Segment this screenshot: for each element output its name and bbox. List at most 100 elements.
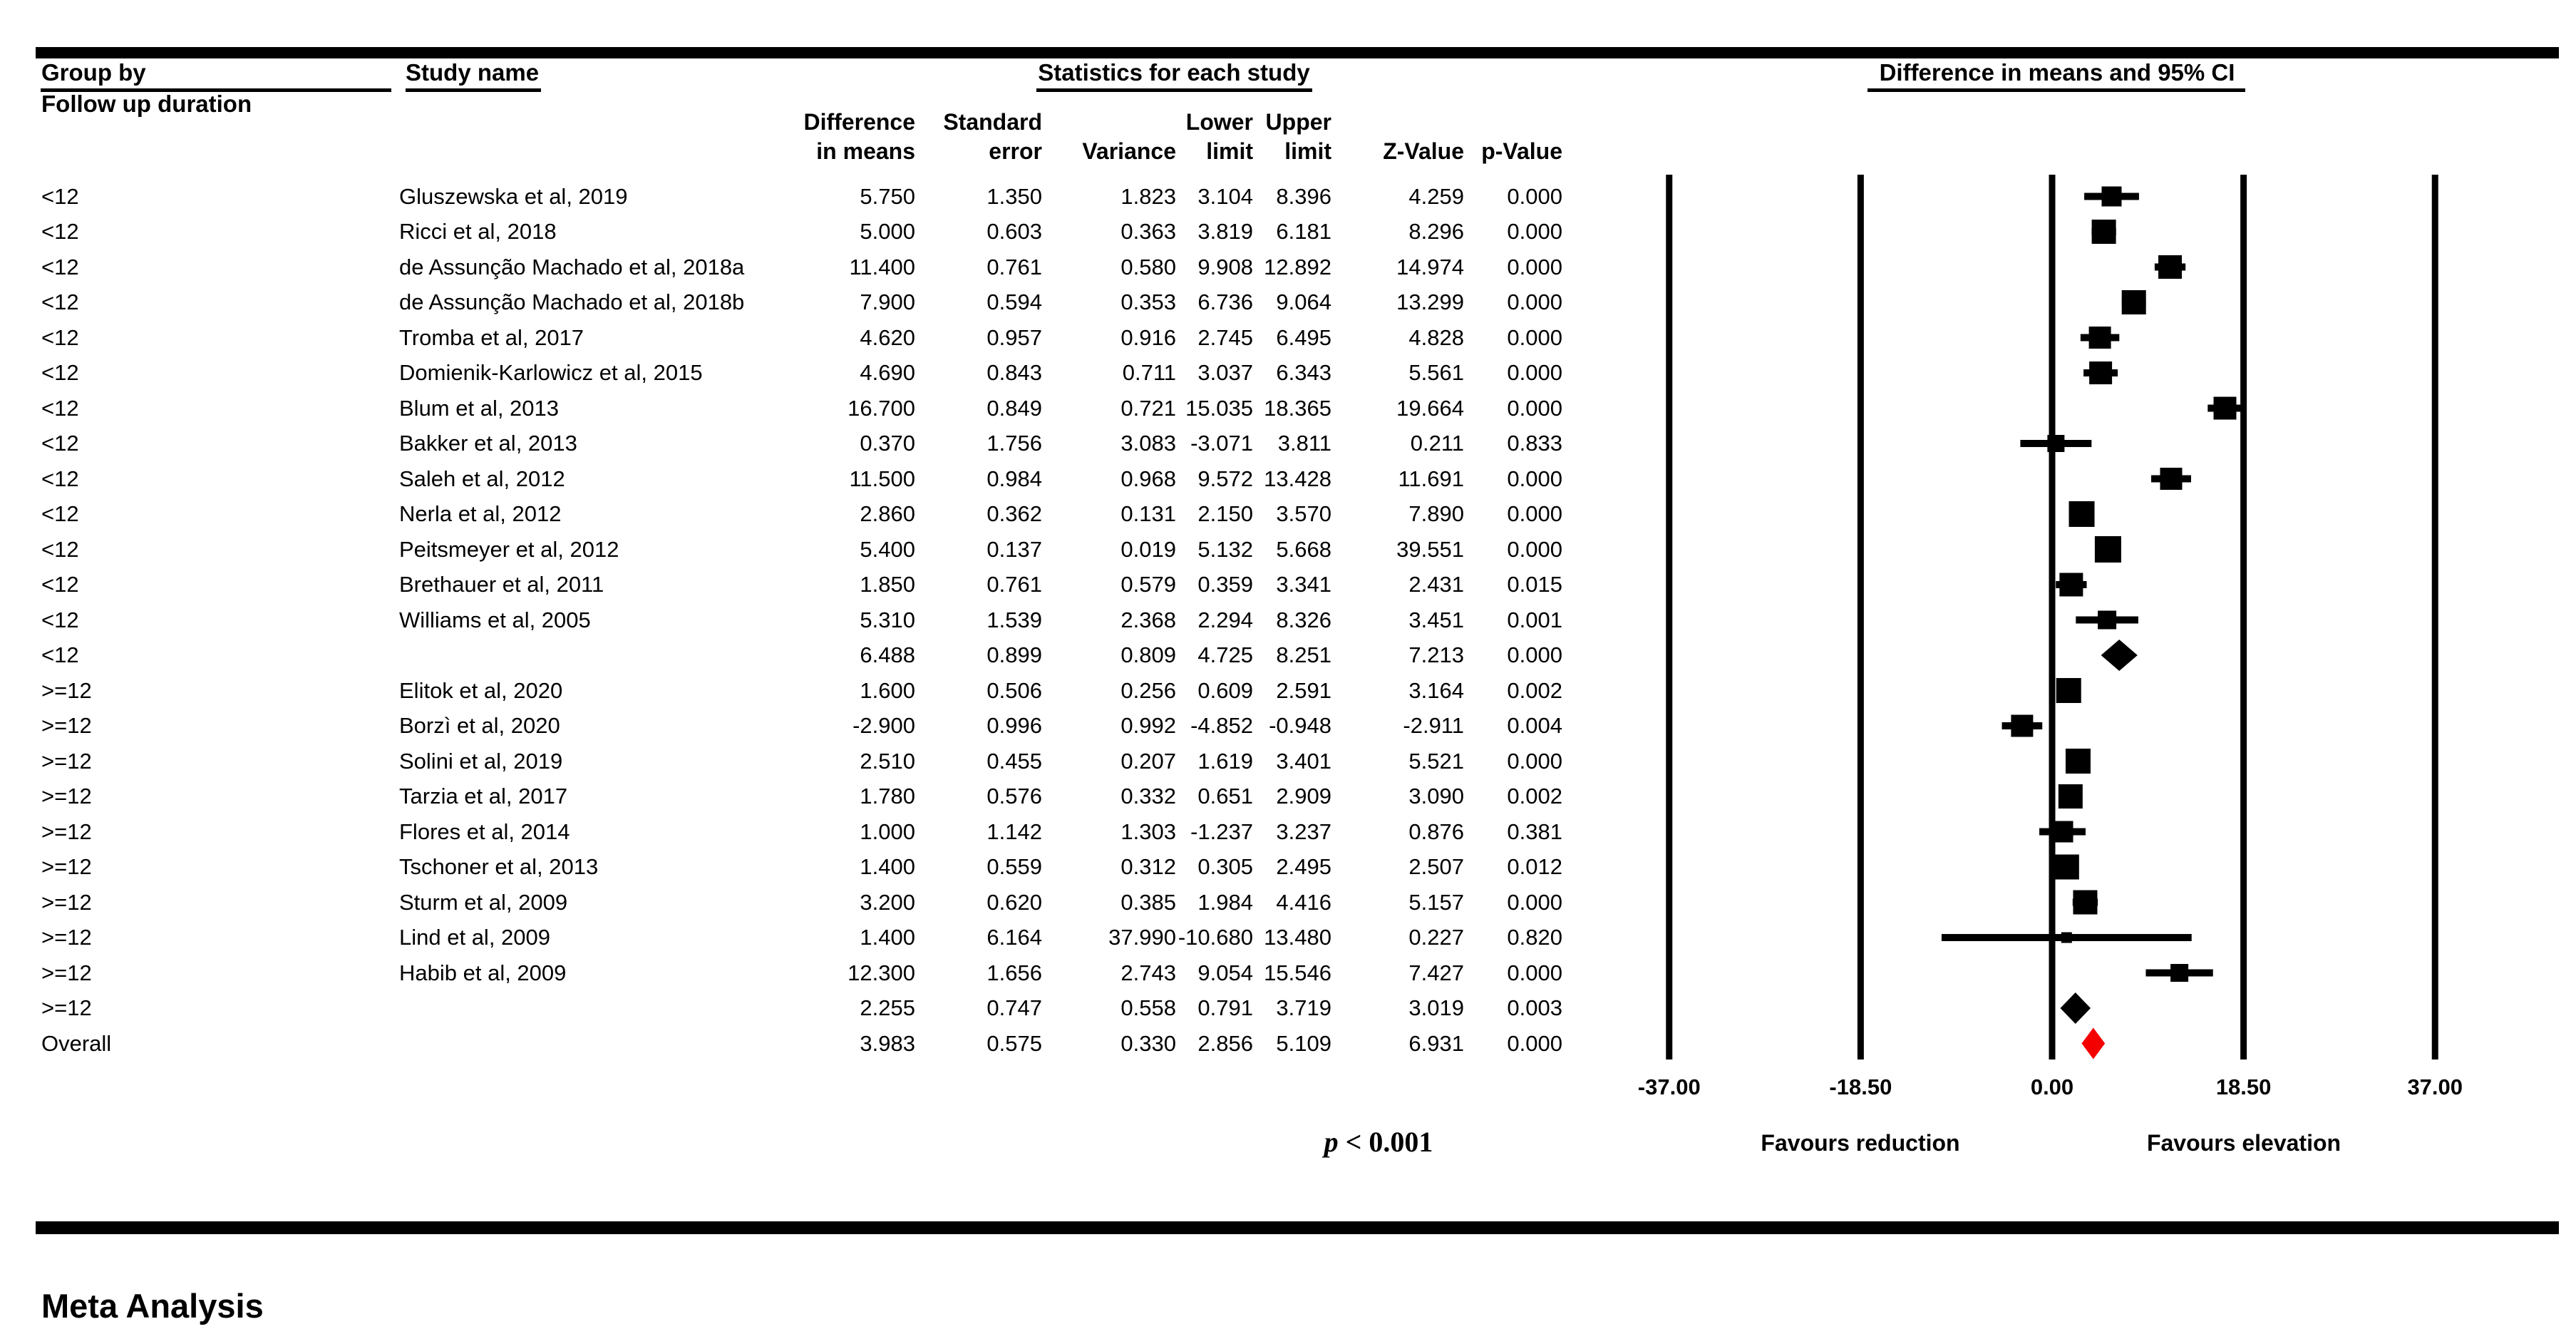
col-header-lower-2: limit: [1206, 138, 1253, 164]
stat-cell-3: 0.791: [1197, 995, 1253, 1020]
stat-cell-3: -1.237: [1190, 819, 1253, 844]
stat-cell-0: 2.255: [860, 995, 915, 1020]
stat-cell-2: 0.579: [1120, 572, 1176, 597]
stat-cell-5: 19.664: [1396, 395, 1464, 421]
stat-cell-1: 0.362: [986, 501, 1042, 526]
stat-cell-2: 0.312: [1120, 854, 1176, 879]
stat-cell-6: 0.000: [1507, 466, 1562, 491]
stat-cell-4: 5.109: [1276, 1030, 1331, 1056]
stats-section-title: Statistics for each study: [1038, 59, 1310, 86]
stat-cell-6: 0.000: [1507, 254, 1562, 279]
stat-cell-0: 1.400: [860, 925, 915, 950]
effect-square: [2213, 396, 2237, 420]
col-header-lower-1: Lower: [1185, 109, 1253, 135]
stat-cell-3: 0.651: [1197, 784, 1253, 809]
group-cell: >=12: [41, 748, 92, 774]
stat-cell-6: 0.000: [1507, 183, 1562, 209]
stat-cell-5: 39.551: [1396, 536, 1464, 562]
stat-cell-5: 13.299: [1396, 289, 1464, 314]
stat-cell-1: 0.620: [986, 889, 1042, 915]
stat-cell-6: 0.833: [1507, 431, 1562, 456]
group-cell: >=12: [41, 925, 92, 950]
stat-cell-5: 7.427: [1408, 960, 1464, 985]
stat-cell-4: 8.251: [1276, 642, 1331, 667]
stat-cell-0: 3.983: [860, 1030, 915, 1056]
stat-cell-2: 0.385: [1120, 889, 1176, 915]
stat-cell-4: 8.396: [1276, 183, 1331, 209]
study-name-underline: [406, 88, 541, 92]
col-header-upper-1: Upper: [1265, 109, 1331, 135]
group-cell: >=12: [41, 819, 92, 844]
stat-cell-5: 5.521: [1408, 748, 1464, 774]
stat-cell-1: 0.747: [986, 995, 1042, 1020]
stat-cell-3: 1.984: [1197, 889, 1253, 915]
table-row: >=12 Lind et al, 2009 1.400 6.164 37.990 -10.…: [0, 920, 1639, 955]
stat-cell-6: 0.002: [1507, 677, 1562, 703]
stat-cell-3: 5.132: [1197, 536, 1253, 562]
group-cell: <12: [41, 536, 79, 562]
stat-cell-0: 12.300: [847, 960, 915, 985]
stat-cell-3: 0.609: [1197, 677, 1253, 703]
stat-cell-2: 0.019: [1120, 536, 1176, 562]
x-tick-label: 0.00: [2030, 1074, 2074, 1099]
stat-cell-4: 3.237: [1276, 819, 1331, 844]
group-cell: <12: [41, 466, 79, 491]
table-row: >=12 Sturm et al, 2009 3.200 0.620 0.385 1.98…: [0, 886, 1639, 920]
stat-cell-4: 2.591: [1276, 677, 1331, 703]
stat-cell-1: 0.843: [986, 360, 1042, 385]
stat-cell-1: 0.506: [986, 677, 1042, 703]
stat-cell-1: 0.849: [986, 395, 1042, 421]
stat-cell-2: 0.332: [1120, 784, 1176, 809]
group-cell: >=12: [41, 889, 92, 915]
overall-diamond: [2081, 1027, 2106, 1059]
group-cell: Overall: [41, 1030, 112, 1056]
effect-square: [2094, 536, 2121, 563]
stat-cell-2: 0.353: [1120, 289, 1176, 314]
group-by-title: Group by: [41, 59, 146, 86]
stat-cell-6: 0.003: [1507, 995, 1562, 1020]
stat-cell-6: 0.000: [1507, 324, 1562, 350]
stat-cell-6: 0.000: [1507, 219, 1562, 244]
effect-square: [2098, 610, 2117, 630]
table-row: <12 de Assunção Machado et al, 2018b 7.900…: [0, 285, 1639, 319]
top-rule: [36, 47, 2559, 58]
stat-cell-3: 9.572: [1197, 466, 1253, 491]
stat-cell-1: 1.756: [986, 431, 1042, 456]
stat-cell-1: 0.603: [986, 219, 1042, 244]
stat-cell-2: 0.207: [1120, 748, 1176, 774]
col-header-difference-2: in means: [816, 138, 915, 164]
stat-cell-3: -4.852: [1190, 713, 1253, 738]
stat-cell-4: 3.341: [1276, 572, 1331, 597]
subtotal-diamond: [2060, 992, 2091, 1024]
group-cell: <12: [41, 324, 79, 350]
table-row: <12 Peitsmeyer et al, 2012 5.400 0.137 0.019…: [0, 533, 1639, 567]
stat-cell-3: 1.619: [1197, 748, 1253, 774]
table-row: <12 6.488 0.899 0.809 4.725 8.251 7.213 0.000: [0, 638, 1639, 672]
group-cell: <12: [41, 360, 79, 385]
table-row: >=12 Solini et al, 2019 2.510 0.455 0.207 1.6…: [0, 744, 1639, 779]
table-row: <12 Nerla et al, 2012 2.860 0.362 0.131 2.150…: [0, 497, 1639, 531]
table-row: >=12 Habib et al, 2009 12.300 1.656 2.743 9.0…: [0, 956, 1639, 990]
stat-cell-5: 2.431: [1408, 572, 1464, 597]
stat-cell-1: 0.137: [986, 536, 1042, 562]
stat-cell-1: 0.957: [986, 324, 1042, 350]
study-name-cell: Tromba et al, 2017: [399, 324, 584, 350]
stat-cell-2: 2.743: [1120, 960, 1176, 985]
group-cell: <12: [41, 289, 79, 314]
stat-cell-6: 0.000: [1507, 1030, 1562, 1056]
stat-cell-6: 0.000: [1507, 501, 1562, 526]
study-name-cell: Saleh et al, 2012: [399, 466, 565, 491]
stat-cell-4: 2.495: [1276, 854, 1331, 879]
x-tick-label: 18.50: [2215, 1074, 2272, 1099]
stat-cell-6: 0.000: [1507, 960, 1562, 985]
stat-cell-4: 18.365: [1264, 395, 1331, 421]
stat-cell-5: 0.211: [1410, 431, 1464, 456]
group-cell: >=12: [41, 854, 92, 879]
stat-cell-2: 0.992: [1120, 713, 1176, 738]
x-tick-label: -37.00: [1637, 1074, 1701, 1099]
stat-cell-1: 0.594: [986, 289, 1042, 314]
table-row: <12 de Assunção Machado et al, 2018a 11.40…: [0, 250, 1639, 284]
stat-cell-2: 1.303: [1120, 819, 1176, 844]
table-row: >=12 Tarzia et al, 2017 1.780 0.576 0.332 0.6…: [0, 779, 1639, 814]
